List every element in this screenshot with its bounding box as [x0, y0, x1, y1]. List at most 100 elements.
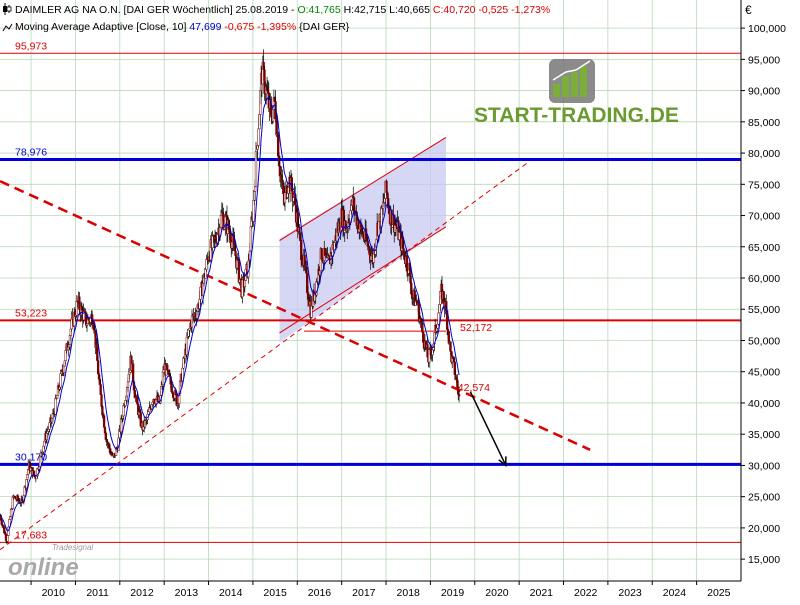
y-tick-label: 35,000 — [748, 429, 780, 441]
candle-body — [102, 415, 106, 428]
candle-body — [219, 215, 223, 228]
x-tick-label: 2014 — [219, 587, 243, 599]
level-label: 53,223 — [15, 307, 47, 319]
y-tick-label: 30,000 — [748, 460, 780, 472]
x-tick-label: 2011 — [86, 587, 109, 599]
tradesignal-watermark: Tradesignal online — [8, 543, 93, 581]
trend-channel — [279, 137, 447, 343]
x-tick-label: 2010 — [42, 587, 66, 599]
header-line-2: Moving Average Adaptive [Close, 10] 47,6… — [15, 21, 350, 33]
currency-symbol: € — [745, 3, 752, 17]
y-tick-label: 85,000 — [748, 117, 780, 129]
ma-legend-icon — [2, 23, 13, 32]
candle-body — [257, 128, 260, 146]
candle-body — [128, 372, 131, 375]
candle-body — [385, 180, 388, 193]
y-tick-label: 95,000 — [748, 54, 780, 66]
logo-trend-icon — [552, 60, 591, 81]
candle-body — [421, 323, 424, 333]
plot-area[interactable] — [0, 0, 741, 581]
y-tick-label: 50,000 — [748, 335, 780, 347]
header-line-1: DAIMLER AG NA O.N. [DAI GER Wöchentlich]… — [15, 4, 550, 16]
projection-arrow-shaft — [469, 391, 507, 466]
logo-bar-1 — [553, 84, 560, 97]
candles — [0, 49, 461, 545]
y-tick-label: 60,000 — [748, 273, 780, 285]
x-tick-label: 2013 — [175, 587, 199, 599]
x-tick-label: 2023 — [618, 587, 642, 599]
y-tick-label: 75,000 — [748, 179, 780, 191]
candle-body — [437, 312, 440, 325]
x-tick-label: 2024 — [663, 587, 687, 599]
candle-body — [131, 363, 135, 382]
y-tick-label: 90,000 — [748, 86, 780, 98]
y-tick-label: 100,000 — [748, 23, 786, 35]
ma-value: 47,699 — [189, 21, 221, 33]
candle-body — [9, 509, 13, 517]
candle-body — [100, 394, 103, 407]
y-tick-label: 25,000 — [748, 492, 780, 504]
y-tick-label: 15,000 — [748, 554, 780, 566]
y-axis: 15,000 20,000 25,000 30,000 35,000 40,000 45,0… — [741, 23, 786, 566]
candle-body — [38, 455, 42, 467]
watermark-small: Tradesignal — [52, 543, 93, 552]
candle-body — [234, 250, 237, 256]
candle-body — [243, 280, 247, 288]
y-tick-label: 40,000 — [748, 398, 780, 410]
x-tick-label: 2021 — [530, 587, 554, 599]
moving-average — [0, 96, 460, 532]
x-tick-label: 2025 — [707, 587, 731, 599]
x-tick-label: 2020 — [485, 587, 509, 599]
level-label: 95,973 — [15, 40, 47, 52]
y-tick-label: 45,000 — [748, 367, 780, 379]
y-tick-label: 80,000 — [748, 148, 780, 160]
y-tick-label: 55,000 — [748, 304, 780, 316]
level-label: 78,976 — [15, 146, 47, 158]
chart-header: DAIMLER AG NA O.N. [DAI GER Wöchentlich]… — [2, 3, 752, 33]
x-tick-label: 2022 — [574, 587, 598, 599]
candle-body — [62, 365, 66, 373]
ma-line — [0, 96, 460, 532]
logo-bar-2 — [562, 76, 569, 97]
x-tick-label: 2015 — [263, 587, 287, 599]
logo-bar-3 — [571, 72, 578, 97]
ma-suffix: {DAI GER} — [296, 21, 350, 33]
x-tick-label: 2019 — [441, 587, 465, 599]
header-title: DAIMLER AG NA O.N. [DAI GER Wöchentlich]… — [15, 4, 297, 16]
x-tick-label: 2018 — [397, 587, 421, 599]
candle-body — [54, 398, 57, 415]
ma-change: -0,675 -1,395% — [221, 21, 296, 33]
y-tick-label: 65,000 — [748, 242, 780, 254]
annotation-label: 52,172 — [460, 322, 492, 334]
channel-fill — [279, 137, 446, 343]
y-tick-label: 70,000 — [748, 211, 780, 223]
ma-name: Moving Average Adaptive [Close, 10] — [15, 21, 189, 33]
header-open: O:41,765 — [297, 4, 340, 16]
channel-upper-line — [279, 137, 447, 241]
candle-body — [402, 248, 405, 253]
candle-body — [457, 394, 461, 397]
candle-body — [126, 381, 130, 388]
x-tick-label: 2016 — [308, 587, 332, 599]
trendline — [0, 162, 529, 551]
level-label: 17,683 — [15, 529, 47, 541]
candle-body — [6, 535, 9, 542]
candle-body — [56, 395, 59, 399]
logo-text: START-TRADING.DE — [474, 104, 679, 127]
x-axis: 2010 2011 2012 2013 2014 2015 2016 2017 2018 2019… — [30, 581, 731, 599]
projection-arrow-head — [498, 456, 507, 467]
channel-lower-line — [279, 226, 447, 334]
header-close: C:40,720 -0,525 -1,273% — [433, 4, 550, 16]
annotations: 52,172 42,574 — [458, 322, 507, 467]
candle-legend-icon — [3, 3, 12, 15]
candle-body — [166, 364, 169, 371]
candle-body — [449, 341, 452, 352]
x-tick-label: 2012 — [130, 587, 154, 599]
candle-body — [249, 226, 253, 252]
y-tick-label: 20,000 — [748, 523, 780, 535]
logo-bar-4 — [580, 66, 587, 97]
watermark-large: online — [8, 554, 79, 581]
trendline — [0, 180, 591, 451]
